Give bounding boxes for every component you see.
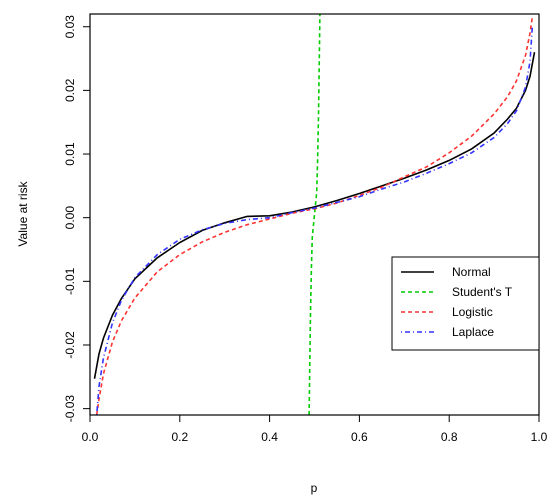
y-tick-label: 0.00 — [63, 206, 77, 230]
y-tick-label: -0.01 — [63, 267, 77, 295]
y-tick-labels: -0.03 -0.02 -0.01 0.00 0.01 0.02 0.03 — [63, 15, 77, 423]
x-axis-label: p — [311, 481, 318, 495]
y-tick-label: 0.02 — [63, 78, 77, 102]
x-tick-label: 0.4 — [261, 430, 278, 444]
plot-frame — [89, 13, 540, 416]
x-tick-label: 0.2 — [171, 430, 188, 444]
y-tick-label: -0.03 — [63, 395, 77, 423]
y-axis-label: Value at risk — [16, 180, 30, 246]
legend-label: Laplace — [452, 325, 494, 339]
legend-label: Logistic — [452, 305, 493, 319]
series-line-laplace — [95, 26, 534, 416]
legend: Normal Student's T Logistic Laplace — [391, 256, 540, 351]
y-tick-label: -0.02 — [63, 331, 77, 359]
x-tick-label: 0.6 — [351, 430, 368, 444]
x-tick-labels: 0.0 0.2 0.4 0.6 0.8 1.0 — [82, 430, 548, 444]
x-tick-label: 0.0 — [82, 430, 99, 444]
x-tick-label: 1.0 — [531, 430, 548, 444]
y-tick-label: 0.03 — [63, 15, 77, 39]
x-tick-label: 0.8 — [441, 430, 458, 444]
series-lines — [93, 13, 536, 416]
tick-marks — [83, 26, 540, 422]
legend-label: Normal — [452, 265, 491, 279]
series-line-student-s-t — [308, 13, 321, 416]
legend-label: Student's T — [452, 285, 513, 299]
y-tick-label: 0.01 — [63, 142, 77, 166]
